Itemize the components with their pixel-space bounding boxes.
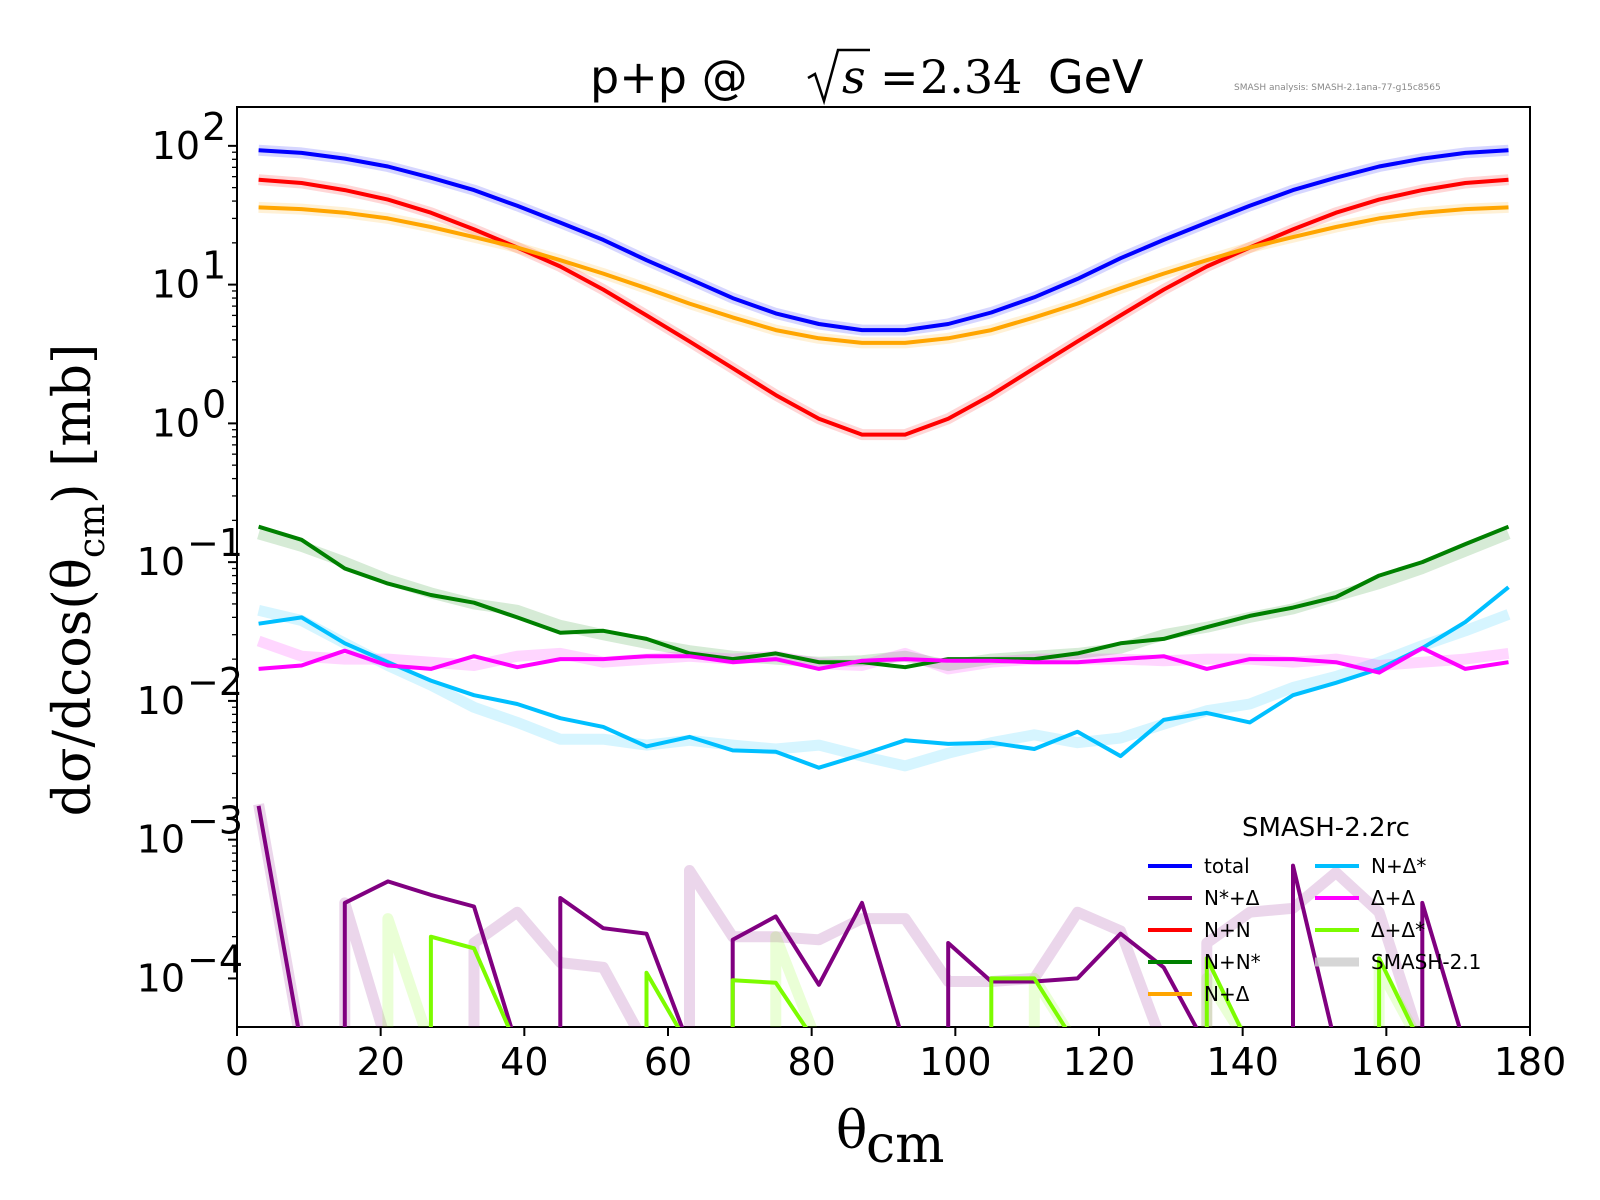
chart-title: p+p @ s = 2.34 GeV	[590, 48, 1144, 106]
x-tick-label: 140	[1206, 1040, 1279, 1084]
y-tick-exponent: −2	[187, 660, 243, 704]
x-label-main: θ	[836, 1101, 867, 1161]
y-tick-exponent: −1	[187, 521, 243, 565]
series-line-n-plus-n	[258, 177, 1509, 437]
sqrt-symbol	[807, 48, 870, 106]
y-tick-exponent: −4	[187, 937, 243, 981]
y-tick-label: 10	[137, 540, 185, 584]
svg-text:dσ/dcos(θcm) [mb]: dσ/dcos(θcm) [mb]	[43, 344, 113, 817]
title-prefix: p+p @	[590, 50, 748, 104]
y-tick-exponent: 2	[202, 105, 226, 149]
legend-title: SMASH-2.2rc	[1242, 813, 1410, 843]
title-sqrt-arg: s	[842, 50, 866, 104]
series-line-n-plus-deltastar	[258, 585, 1510, 770]
legend-label-n-plus-nstar: N+N*	[1204, 950, 1261, 974]
series-line-delta-plus-deltastar	[428, 934, 1415, 1027]
y-label-suffix: ) [mb]	[43, 344, 103, 504]
series-line-total-smash-2-1	[258, 144, 1509, 336]
y-tick-label: 10	[137, 679, 185, 723]
x-axis: 0 20 40 60 80 100 120 140 160 180	[225, 1027, 1566, 1084]
y-label-sub: cm	[72, 504, 113, 558]
y-axis-label: dσ/dcos(θcm) [mb]	[43, 344, 113, 817]
legend-label-n-plus-delta: N+Δ	[1204, 982, 1250, 1006]
series-line-delta-plus-delta	[258, 646, 1509, 675]
y-tick-label: 10	[137, 956, 185, 1000]
x-tick-label: 160	[1350, 1040, 1423, 1084]
y-tick-label: 10	[152, 263, 200, 307]
x-tick-label: 80	[787, 1040, 835, 1084]
x-tick-label: 60	[644, 1040, 692, 1084]
legend-label-delta-plus-deltastar: Δ+Δ*	[1371, 918, 1425, 942]
x-tick-label: 120	[1063, 1040, 1136, 1084]
y-tick-exponent: 0	[202, 382, 226, 426]
y-tick-label: 10	[137, 818, 185, 862]
series-line-nstar-plus-delta	[256, 805, 1462, 1027]
x-tick-label: 180	[1494, 1040, 1567, 1084]
legend-label-total: total	[1204, 854, 1250, 878]
x-label-sub: cm	[866, 1115, 944, 1175]
legend-label-delta-plus-delta: Δ+Δ	[1371, 886, 1415, 910]
legend-entries: total N*+Δ N+N N+N* N+Δ N+Δ* Δ+Δ Δ+Δ* SMASH-2.1	[1148, 854, 1481, 1006]
series-line-n-plus-delta-smash-2-1	[258, 201, 1509, 349]
y-tick-label: 10	[152, 124, 200, 168]
series-layer	[253, 144, 1511, 1027]
x-tick-label: 0	[225, 1040, 249, 1084]
y-tick-label: 10	[152, 401, 200, 445]
title-equals: =	[880, 50, 919, 104]
plot-frame	[236, 106, 1531, 1028]
legend-label-nstar-plus-delta: N*+Δ	[1204, 886, 1260, 910]
legend-label-n-plus-deltastar: N+Δ*	[1371, 854, 1426, 878]
y-tick-exponent: 1	[202, 244, 226, 288]
series-line-n-plus-deltastar-smash-2-1	[257, 604, 1511, 772]
series-line-n-plus-nstar	[258, 524, 1510, 670]
y-label-prefix: dσ/dcos(θ	[43, 558, 103, 816]
x-axis-label: θ cm	[836, 1101, 944, 1175]
title-energy: 2.34	[920, 50, 1022, 104]
x-tick-label: 20	[356, 1040, 404, 1084]
x-tick-label: 100	[919, 1040, 992, 1084]
analysis-watermark: SMASH analysis: SMASH-2.1ana-77-g15c8565	[1234, 83, 1441, 93]
series-line-n-plus-delta	[258, 205, 1509, 345]
title-unit: GeV	[1048, 50, 1144, 104]
series-line-total	[258, 148, 1509, 333]
legend-label-n-plus-n: N+N	[1204, 918, 1251, 942]
legend-label-smash-2-1: SMASH-2.1	[1371, 950, 1481, 974]
y-tick-exponent: −3	[187, 799, 243, 843]
x-tick-label: 40	[500, 1040, 548, 1084]
legend: SMASH-2.2rc total N*+Δ N+N N+N* N+Δ N+Δ* Δ+Δ Δ+…	[1148, 813, 1481, 1006]
